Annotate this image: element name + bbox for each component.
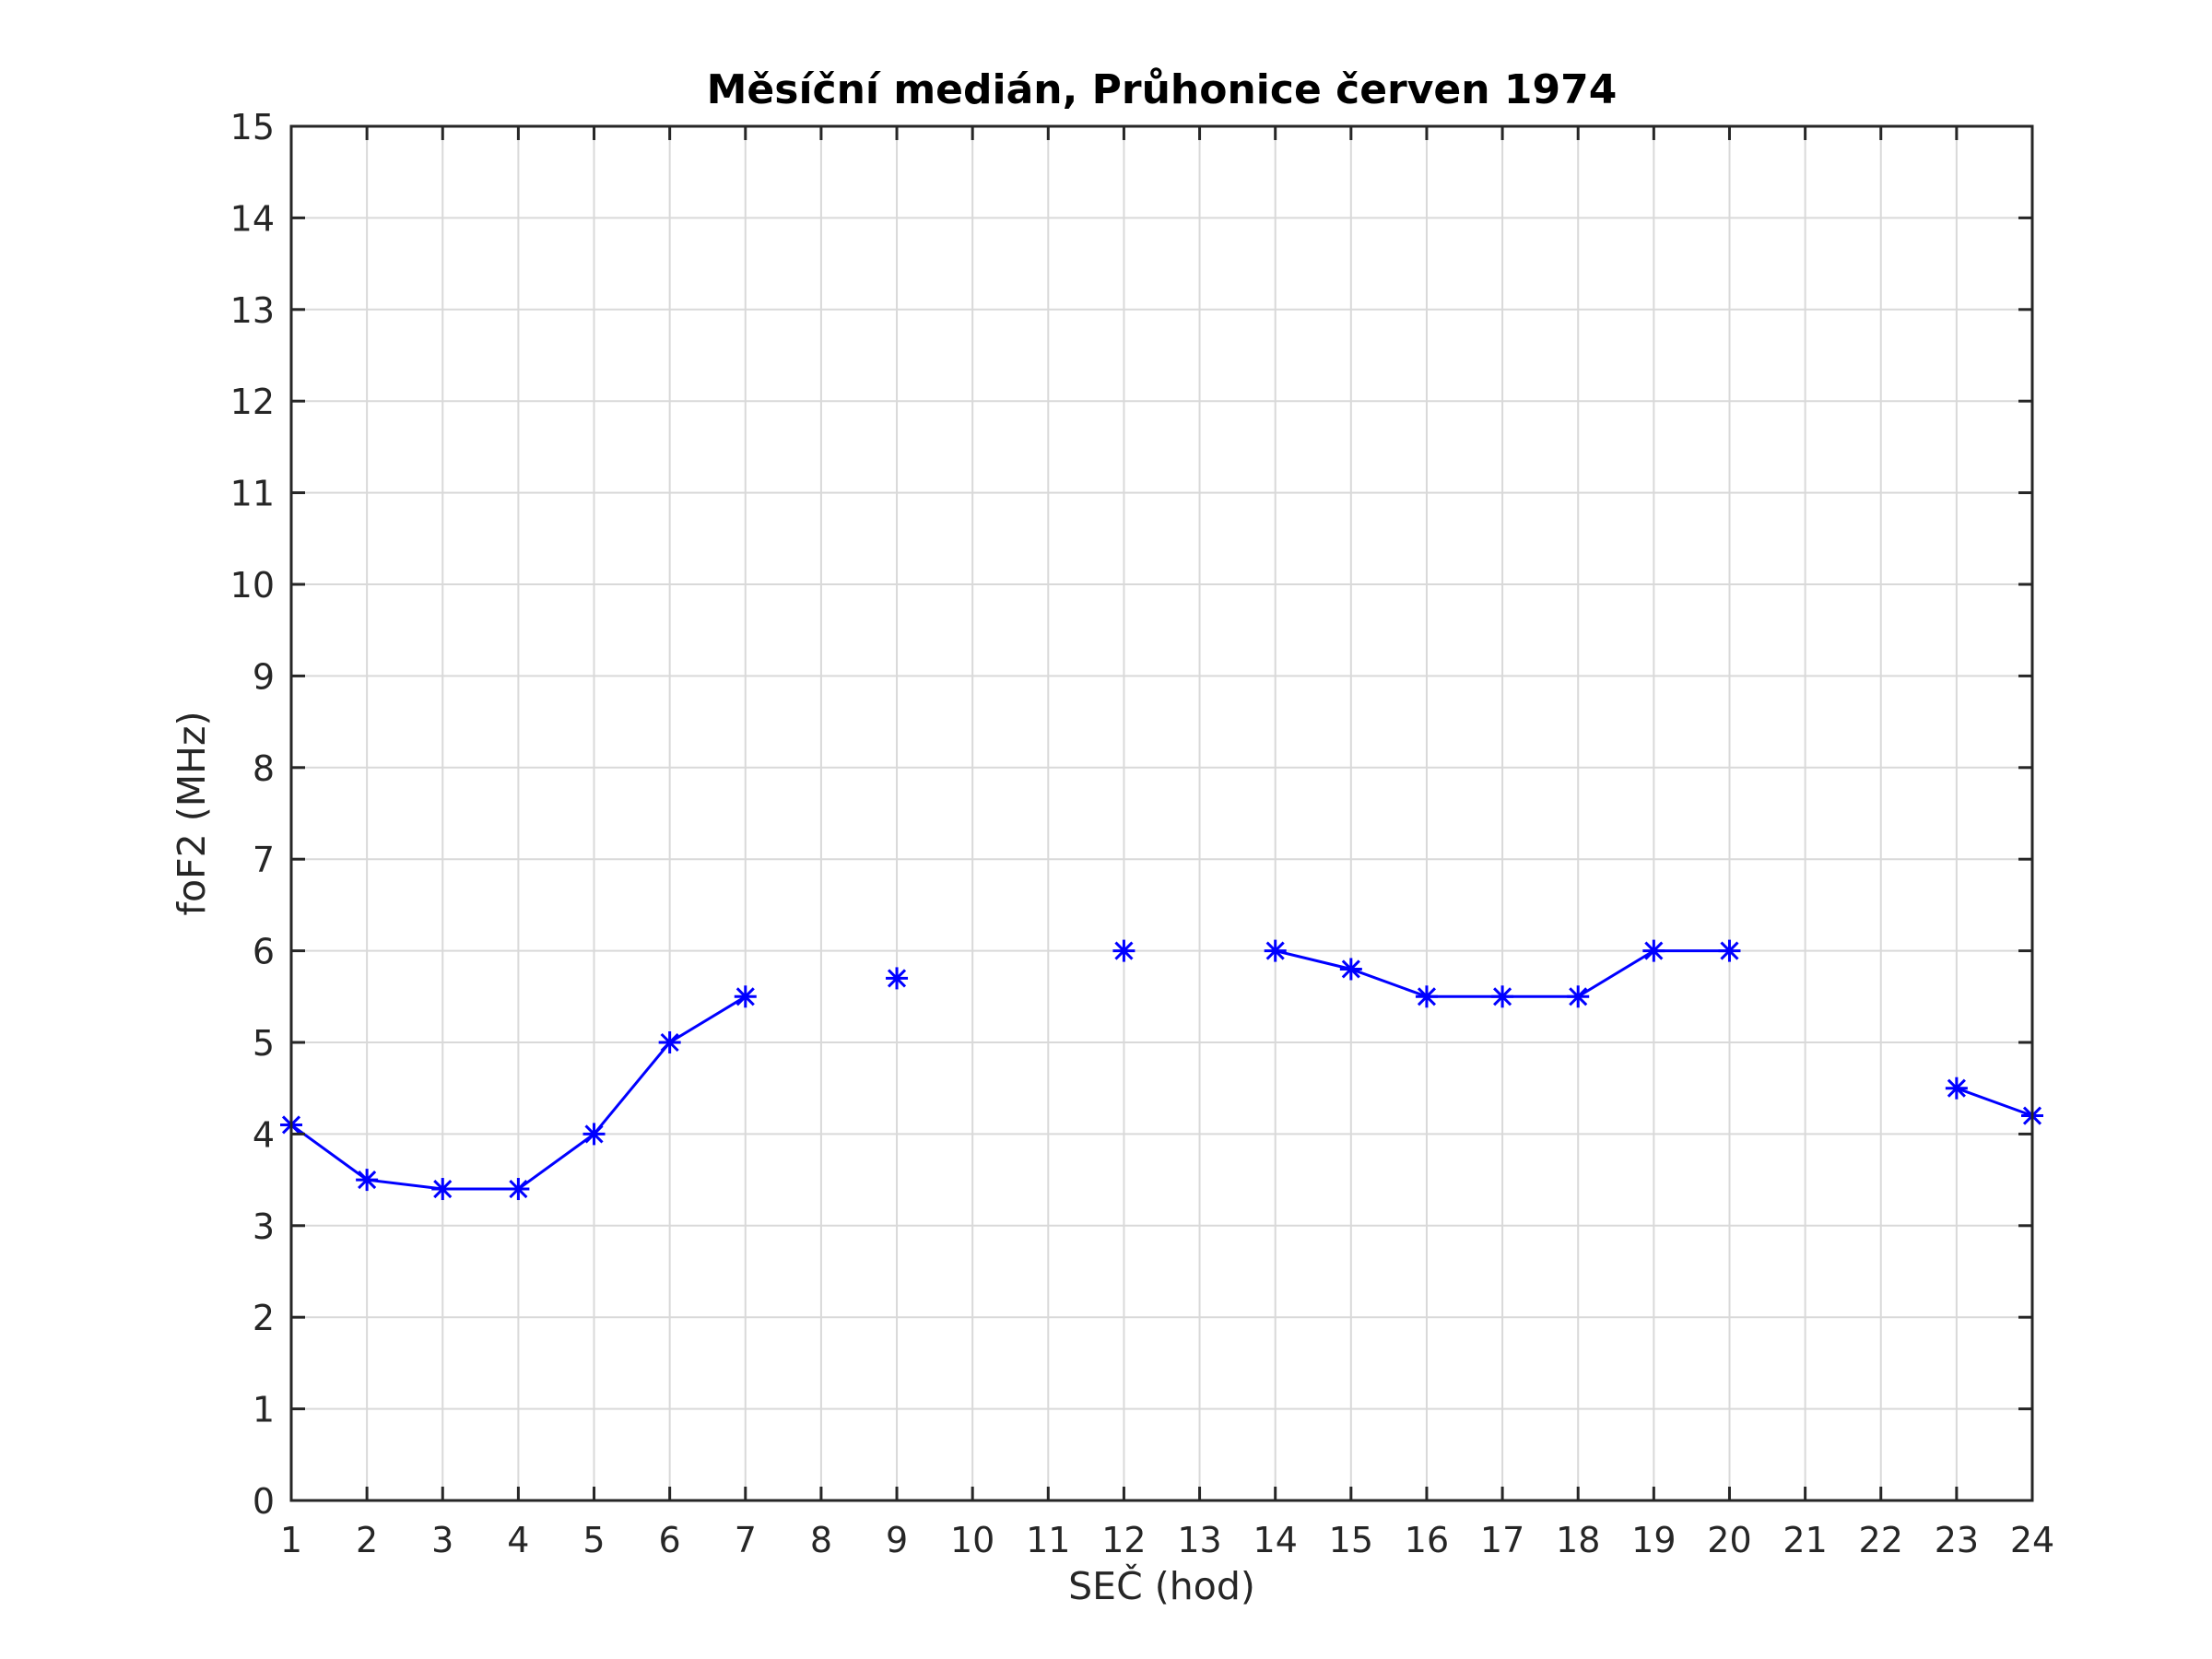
data-point [1112,939,1135,962]
y-tick-label: 14 [230,198,275,239]
data-point [1945,1077,1968,1100]
y-tick-label: 2 [253,1298,275,1338]
x-tick-label: 10 [950,1520,994,1560]
data-point [1264,939,1287,962]
y-tick-label: 13 [230,290,275,331]
x-tick-label: 20 [1707,1520,1751,1560]
series-line [1956,1087,2033,1117]
x-tick-label: 22 [1859,1520,1903,1560]
data-point [1567,985,1590,1008]
data-point [507,1178,530,1201]
x-axis-label: SEČ (hod) [1068,1564,1255,1608]
series-layer [280,939,2043,1201]
ticks: 1 2 3 4 5 6 7 8 9 10 11 12 13 14 15 16 17 18 19 20 21 22 23 240… [230,107,2055,1560]
data-point [734,985,757,1008]
x-tick-label: 5 [582,1520,605,1560]
y-tick-label: 0 [253,1481,275,1522]
y-tick-label: 4 [253,1114,275,1155]
chart-title: Měsíční medián, Průhonice červen 1974 [707,66,1618,113]
y-tick-label: 7 [253,840,275,880]
x-tick-label: 11 [1026,1520,1070,1560]
y-tick-label: 8 [253,748,275,789]
x-tick-label: 14 [1253,1520,1298,1560]
data-point [582,1123,606,1146]
y-tick-label: 10 [230,565,275,606]
data-point [1415,985,1438,1008]
data-point [1718,939,1741,962]
y-tick-label: 6 [253,932,275,972]
grid [290,125,2033,1501]
y-axis-label: foF2 (MHz) [170,712,214,916]
data-point [1642,939,1665,962]
x-tick-label: 13 [1177,1520,1221,1560]
x-tick-label: 7 [735,1520,757,1560]
y-tick-label: 1 [253,1390,275,1430]
data-point [431,1178,454,1201]
x-tick-label: 21 [1783,1520,1827,1560]
x-tick-label: 4 [507,1520,529,1560]
x-tick-label: 3 [431,1520,453,1560]
x-tick-label: 23 [1935,1520,1979,1560]
y-tick-label: 12 [230,382,275,422]
data-point [658,1031,681,1053]
x-tick-label: 24 [2010,1520,2054,1560]
data-point [886,967,909,990]
x-tick-label: 15 [1329,1520,1373,1560]
data-point [1339,958,1362,981]
x-tick-label: 2 [356,1520,378,1560]
x-tick-label: 12 [1101,1520,1146,1560]
data-point [356,1169,379,1192]
y-tick-label: 15 [230,107,275,147]
x-tick-label: 16 [1405,1520,1449,1560]
y-tick-label: 3 [253,1206,275,1247]
y-tick-label: 9 [253,656,275,697]
y-tick-label: 11 [230,474,275,514]
x-tick-label: 19 [1631,1520,1676,1560]
x-tick-label: 9 [886,1520,908,1560]
plot-frame [289,124,2034,1502]
x-tick-label: 1 [280,1520,302,1560]
x-tick-label: 18 [1556,1520,1600,1560]
data-point [1491,985,1514,1008]
x-tick-label: 6 [659,1520,681,1560]
x-tick-label: 17 [1480,1520,1524,1560]
x-tick-label: 8 [810,1520,832,1560]
y-tick-label: 5 [253,1023,275,1064]
